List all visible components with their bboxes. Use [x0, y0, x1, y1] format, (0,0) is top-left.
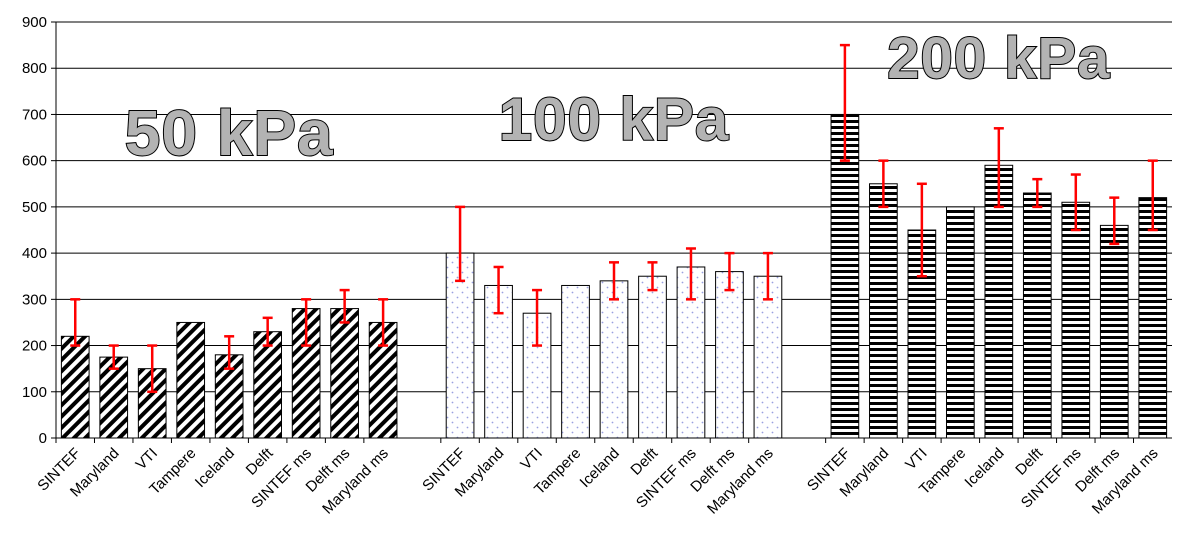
bar [484, 284, 513, 439]
category-label: Delft [243, 444, 277, 478]
category-label: VTI [517, 445, 546, 474]
gridlines [56, 21, 1172, 393]
axes: 0 100 200 300 400 500 600 700 800 900 [22, 14, 1172, 447]
category-label: Delft [627, 444, 661, 478]
y-tick-label: 900 [22, 14, 47, 31]
bar [945, 206, 975, 439]
bar [599, 280, 629, 439]
category-label: Delft [1012, 444, 1046, 478]
bar [638, 275, 667, 439]
y-tick-label: 200 [22, 338, 47, 355]
bar [60, 335, 90, 439]
bar [1138, 197, 1168, 439]
group-title: 50 kPa [125, 97, 334, 169]
bar [445, 252, 475, 439]
bar [99, 356, 129, 439]
bar [1061, 201, 1091, 439]
y-tick-label: 0 [39, 430, 47, 447]
y-tick-label: 500 [22, 199, 47, 216]
bar [330, 308, 359, 439]
group-titles: 50 kPa 100 kPa 200 kPa [124, 25, 1111, 170]
y-tick-label: 400 [22, 245, 47, 262]
bar [253, 331, 283, 439]
bar [561, 284, 590, 439]
category-label: Iceland [961, 445, 1007, 491]
y-tick-label: 700 [22, 106, 47, 123]
bar [984, 164, 1014, 439]
category-label: VTI [133, 445, 162, 474]
bar [1099, 224, 1129, 439]
category-label: Iceland [577, 445, 623, 491]
error-bars [70, 43, 1158, 394]
bar [869, 183, 898, 439]
bar [715, 271, 744, 439]
bar [830, 113, 860, 439]
group-title: 200 kPa [887, 26, 1110, 91]
y-tick-label: 800 [22, 60, 47, 77]
y-tick-label: 100 [22, 384, 47, 401]
bar [176, 321, 206, 439]
bar [1022, 192, 1052, 439]
y-tick-label: 300 [22, 291, 47, 308]
category-label: Iceland [192, 445, 238, 491]
group-title: 100 kPa [499, 86, 730, 153]
y-tick-label: 600 [22, 153, 47, 170]
bars [60, 113, 1168, 439]
category-label: VTI [902, 445, 931, 474]
